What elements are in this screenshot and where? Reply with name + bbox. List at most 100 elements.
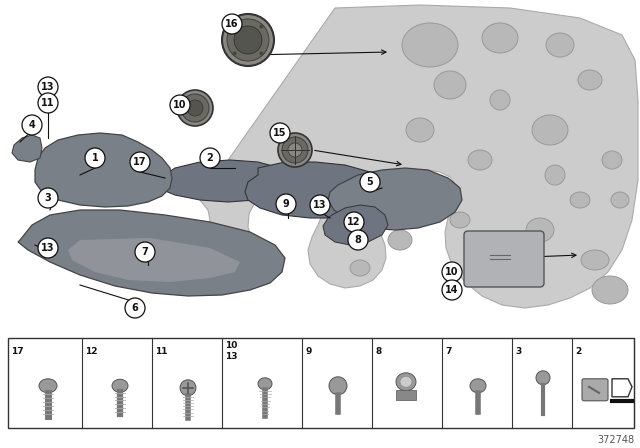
Text: 8: 8 bbox=[355, 235, 362, 245]
Ellipse shape bbox=[350, 260, 370, 276]
Ellipse shape bbox=[388, 230, 412, 250]
Text: 5: 5 bbox=[367, 177, 373, 187]
Polygon shape bbox=[245, 162, 405, 218]
Ellipse shape bbox=[234, 26, 262, 54]
Text: 13: 13 bbox=[313, 200, 327, 210]
Text: 10
13: 10 13 bbox=[225, 341, 237, 361]
Ellipse shape bbox=[181, 94, 209, 122]
Ellipse shape bbox=[414, 176, 446, 204]
Polygon shape bbox=[68, 238, 240, 282]
Circle shape bbox=[536, 371, 550, 385]
Ellipse shape bbox=[329, 377, 347, 395]
Ellipse shape bbox=[222, 14, 274, 66]
Text: 11: 11 bbox=[41, 98, 55, 108]
Ellipse shape bbox=[180, 380, 196, 396]
Ellipse shape bbox=[258, 378, 272, 390]
Ellipse shape bbox=[470, 379, 486, 393]
FancyBboxPatch shape bbox=[464, 231, 544, 287]
Text: 10: 10 bbox=[445, 267, 459, 277]
Circle shape bbox=[276, 194, 296, 214]
Text: 1: 1 bbox=[92, 153, 99, 163]
Text: 15: 15 bbox=[273, 128, 287, 138]
Ellipse shape bbox=[592, 276, 628, 304]
Ellipse shape bbox=[396, 373, 416, 391]
Ellipse shape bbox=[112, 379, 128, 392]
Text: 12: 12 bbox=[85, 346, 97, 356]
Text: 16: 16 bbox=[225, 19, 239, 29]
Ellipse shape bbox=[490, 90, 510, 110]
Ellipse shape bbox=[581, 250, 609, 270]
Ellipse shape bbox=[532, 115, 568, 145]
Text: 2: 2 bbox=[575, 346, 581, 356]
Polygon shape bbox=[35, 133, 172, 207]
Circle shape bbox=[125, 298, 145, 318]
Circle shape bbox=[22, 115, 42, 135]
Text: 8: 8 bbox=[375, 346, 381, 356]
Polygon shape bbox=[155, 160, 300, 202]
Ellipse shape bbox=[434, 71, 466, 99]
Text: 17: 17 bbox=[133, 157, 147, 167]
Ellipse shape bbox=[227, 19, 269, 61]
Ellipse shape bbox=[480, 267, 500, 283]
Circle shape bbox=[442, 262, 462, 282]
Bar bbox=[8, 338, 634, 428]
Ellipse shape bbox=[468, 150, 492, 170]
Circle shape bbox=[360, 172, 380, 192]
Ellipse shape bbox=[482, 23, 518, 53]
Ellipse shape bbox=[526, 218, 554, 242]
Text: 12: 12 bbox=[348, 217, 361, 227]
Text: 10: 10 bbox=[173, 100, 187, 110]
Ellipse shape bbox=[545, 165, 565, 185]
Text: 9: 9 bbox=[305, 346, 312, 356]
Text: 17: 17 bbox=[11, 346, 24, 356]
Text: 13: 13 bbox=[41, 82, 55, 92]
Ellipse shape bbox=[278, 133, 312, 167]
Ellipse shape bbox=[177, 90, 213, 126]
Text: 2: 2 bbox=[207, 153, 213, 163]
Circle shape bbox=[310, 195, 330, 215]
Circle shape bbox=[38, 77, 58, 97]
Ellipse shape bbox=[611, 192, 629, 208]
Circle shape bbox=[344, 212, 364, 232]
Ellipse shape bbox=[406, 118, 434, 142]
Circle shape bbox=[135, 242, 155, 262]
Text: 7: 7 bbox=[445, 346, 451, 356]
Circle shape bbox=[130, 152, 150, 172]
Circle shape bbox=[38, 188, 58, 208]
Polygon shape bbox=[328, 168, 462, 230]
FancyBboxPatch shape bbox=[582, 379, 608, 401]
Ellipse shape bbox=[578, 70, 602, 90]
Polygon shape bbox=[323, 205, 388, 245]
Ellipse shape bbox=[232, 25, 237, 29]
Circle shape bbox=[270, 123, 290, 143]
Text: 14: 14 bbox=[445, 285, 459, 295]
Circle shape bbox=[348, 230, 368, 250]
Circle shape bbox=[38, 93, 58, 113]
Circle shape bbox=[200, 148, 220, 168]
Ellipse shape bbox=[402, 23, 458, 67]
Ellipse shape bbox=[546, 33, 574, 57]
Circle shape bbox=[38, 238, 58, 258]
Text: 9: 9 bbox=[283, 199, 289, 209]
Ellipse shape bbox=[602, 151, 622, 169]
Text: 4: 4 bbox=[29, 120, 35, 130]
Ellipse shape bbox=[187, 100, 203, 116]
Ellipse shape bbox=[400, 376, 412, 388]
Text: 372748: 372748 bbox=[597, 435, 634, 445]
Ellipse shape bbox=[39, 379, 57, 393]
Circle shape bbox=[85, 148, 105, 168]
Text: 13: 13 bbox=[41, 243, 55, 253]
Ellipse shape bbox=[450, 212, 470, 228]
Ellipse shape bbox=[570, 192, 590, 208]
Ellipse shape bbox=[259, 52, 264, 56]
Ellipse shape bbox=[288, 143, 302, 157]
Polygon shape bbox=[195, 5, 638, 308]
Bar bbox=[396, 390, 416, 400]
Text: 6: 6 bbox=[132, 303, 138, 313]
Text: 3: 3 bbox=[515, 346, 521, 356]
Text: 3: 3 bbox=[45, 193, 51, 203]
Ellipse shape bbox=[282, 137, 308, 163]
Circle shape bbox=[170, 95, 190, 115]
Ellipse shape bbox=[259, 25, 264, 29]
Ellipse shape bbox=[232, 52, 237, 56]
